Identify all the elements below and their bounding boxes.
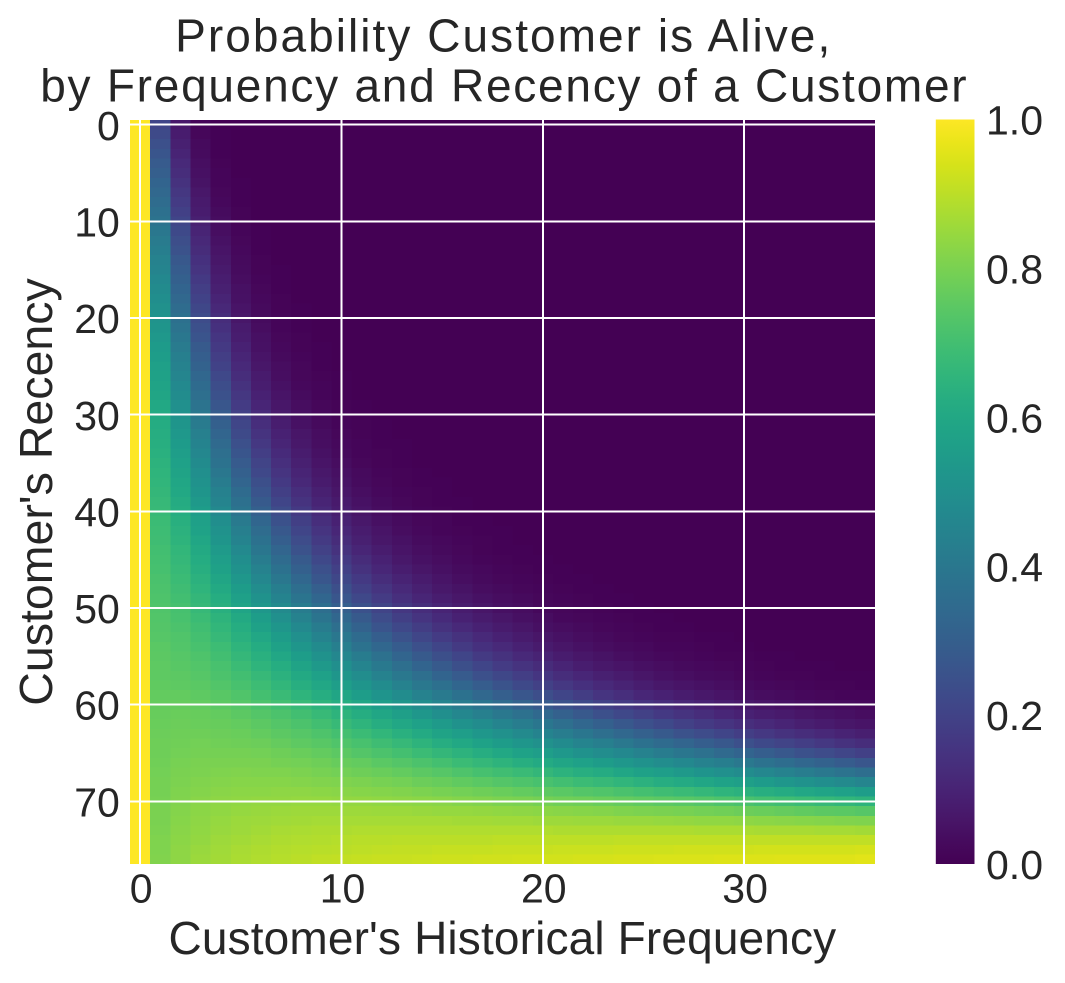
svg-text:30: 30: [722, 866, 768, 912]
svg-text:1.0: 1.0: [986, 98, 1043, 144]
svg-text:0: 0: [97, 103, 120, 149]
svg-text:by Frequency and Recency of a: by Frequency and Recency of a Customer: [40, 60, 968, 112]
svg-text:Customer's Historical Frequenc: Customer's Historical Frequency: [168, 912, 836, 964]
svg-text:Customer's Recency: Customer's Recency: [10, 277, 62, 705]
svg-text:Probability Customer is Alive,: Probability Customer is Alive,: [175, 9, 832, 61]
svg-text:10: 10: [320, 866, 366, 912]
svg-text:0.8: 0.8: [986, 247, 1043, 293]
svg-text:40: 40: [74, 489, 120, 535]
svg-text:70: 70: [74, 779, 120, 825]
svg-text:30: 30: [74, 393, 120, 439]
svg-text:0.4: 0.4: [986, 544, 1043, 590]
svg-text:50: 50: [74, 586, 120, 632]
svg-text:0.2: 0.2: [986, 693, 1043, 739]
svg-text:0: 0: [130, 866, 153, 912]
svg-text:0.0: 0.0: [986, 842, 1043, 888]
svg-text:20: 20: [521, 866, 567, 912]
svg-text:60: 60: [74, 683, 120, 729]
svg-text:20: 20: [74, 296, 120, 342]
svg-text:10: 10: [74, 200, 120, 246]
svg-text:0.6: 0.6: [986, 395, 1043, 441]
